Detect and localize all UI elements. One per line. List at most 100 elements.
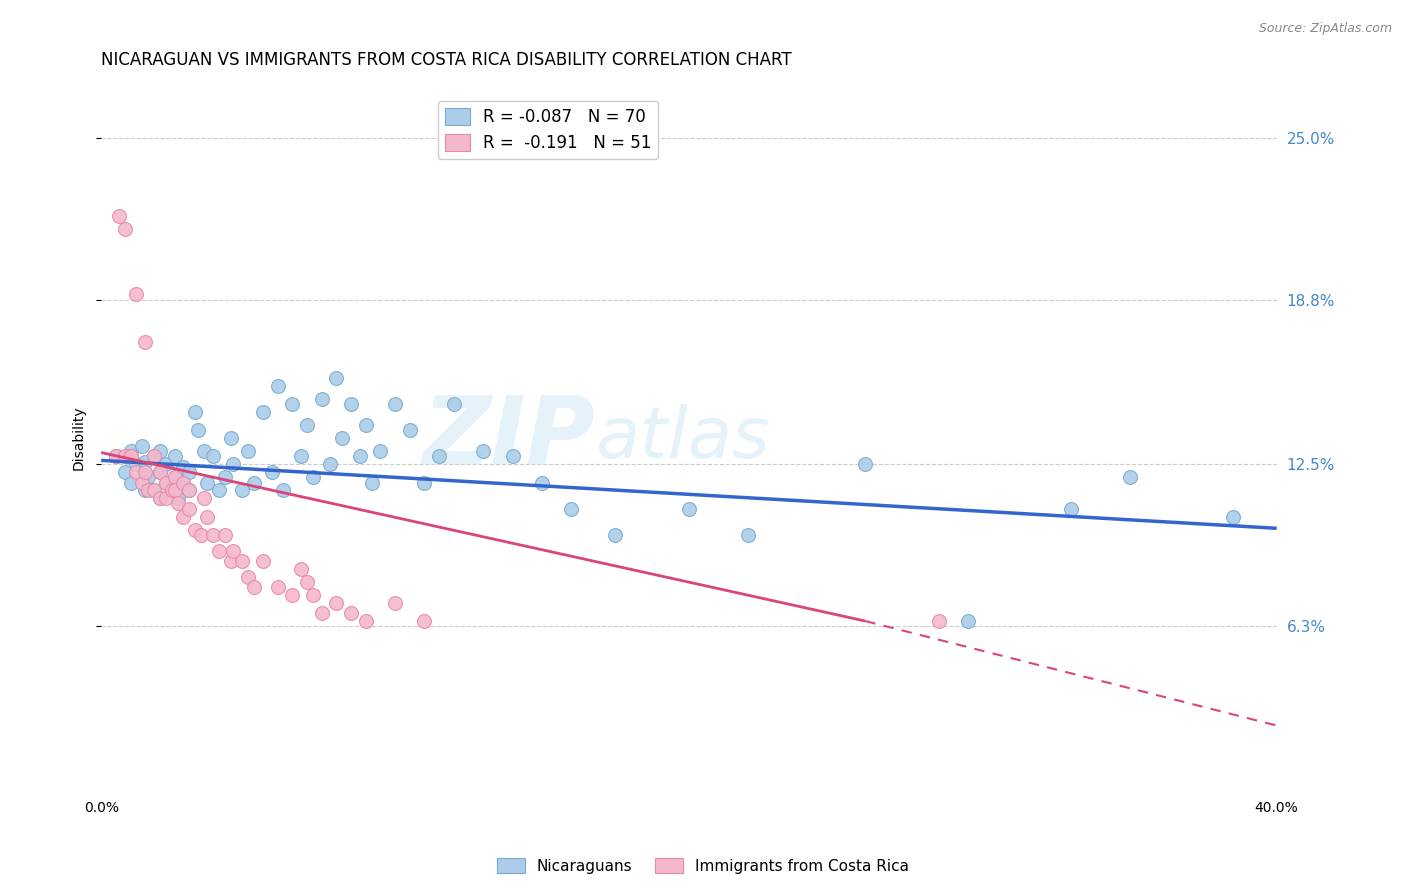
- Point: [208, 483, 231, 498]
- Point: [155, 475, 177, 490]
- Point: [125, 287, 148, 301]
- Point: [214, 528, 236, 542]
- Point: [340, 606, 363, 620]
- Point: [160, 483, 183, 498]
- Point: [108, 209, 131, 223]
- Point: [231, 554, 253, 568]
- Point: [173, 475, 195, 490]
- Point: [354, 614, 377, 628]
- Text: ZIP: ZIP: [422, 392, 595, 484]
- Point: [163, 470, 186, 484]
- Point: [243, 475, 266, 490]
- Point: [184, 405, 207, 419]
- Point: [163, 483, 186, 498]
- Point: [149, 491, 172, 506]
- Point: [281, 397, 304, 411]
- Point: [502, 450, 524, 464]
- Point: [163, 470, 186, 484]
- Point: [160, 483, 183, 498]
- Point: [104, 450, 127, 464]
- Point: [325, 596, 347, 610]
- Point: [1119, 470, 1142, 484]
- Text: NICARAGUAN VS IMMIGRANTS FROM COSTA RICA DISABILITY CORRELATION CHART: NICARAGUAN VS IMMIGRANTS FROM COSTA RICA…: [101, 51, 792, 69]
- Point: [193, 444, 215, 458]
- Point: [134, 483, 156, 498]
- Point: [236, 569, 259, 583]
- Point: [266, 379, 288, 393]
- Point: [413, 475, 436, 490]
- Point: [605, 528, 627, 542]
- Point: [120, 475, 142, 490]
- Point: [149, 465, 172, 479]
- Point: [354, 418, 377, 433]
- Point: [120, 450, 142, 464]
- Point: [179, 501, 201, 516]
- Point: [319, 458, 342, 472]
- Point: [1060, 501, 1083, 516]
- Point: [136, 470, 159, 484]
- Point: [290, 562, 312, 576]
- Point: [114, 465, 136, 479]
- Point: [398, 423, 420, 437]
- Point: [187, 423, 209, 437]
- Point: [190, 528, 212, 542]
- Point: [370, 444, 392, 458]
- Point: [104, 450, 127, 464]
- Point: [260, 465, 283, 479]
- Point: [325, 371, 347, 385]
- Legend: R = -0.087   N = 70, R =  -0.191   N = 51: R = -0.087 N = 70, R = -0.191 N = 51: [437, 101, 658, 159]
- Y-axis label: Disability: Disability: [72, 406, 86, 470]
- Point: [120, 444, 142, 458]
- Point: [678, 501, 700, 516]
- Point: [193, 491, 215, 506]
- Point: [201, 528, 224, 542]
- Point: [134, 455, 156, 469]
- Point: [163, 450, 186, 464]
- Text: Source: ZipAtlas.com: Source: ZipAtlas.com: [1258, 22, 1392, 36]
- Point: [179, 483, 201, 498]
- Point: [143, 483, 166, 498]
- Point: [120, 450, 142, 464]
- Point: [243, 580, 266, 594]
- Point: [173, 509, 195, 524]
- Point: [155, 458, 177, 472]
- Point: [236, 444, 259, 458]
- Point: [195, 509, 218, 524]
- Point: [201, 450, 224, 464]
- Point: [853, 458, 876, 472]
- Point: [928, 614, 950, 628]
- Point: [222, 543, 245, 558]
- Point: [349, 450, 371, 464]
- Point: [384, 397, 406, 411]
- Point: [149, 491, 172, 506]
- Point: [173, 475, 195, 490]
- Point: [290, 450, 312, 464]
- Point: [114, 450, 136, 464]
- Point: [134, 465, 156, 479]
- Point: [252, 405, 274, 419]
- Point: [131, 475, 153, 490]
- Point: [1222, 509, 1244, 524]
- Point: [166, 491, 188, 506]
- Point: [443, 397, 465, 411]
- Point: [208, 543, 231, 558]
- Point: [125, 458, 148, 472]
- Point: [413, 614, 436, 628]
- Point: [125, 465, 148, 479]
- Point: [231, 483, 253, 498]
- Point: [143, 483, 166, 498]
- Point: [311, 606, 333, 620]
- Point: [472, 444, 495, 458]
- Point: [340, 397, 363, 411]
- Point: [166, 496, 188, 510]
- Point: [131, 439, 153, 453]
- Point: [134, 334, 156, 349]
- Point: [360, 475, 382, 490]
- Point: [155, 475, 177, 490]
- Point: [219, 431, 242, 445]
- Point: [560, 501, 582, 516]
- Point: [737, 528, 759, 542]
- Point: [957, 614, 980, 628]
- Point: [214, 470, 236, 484]
- Point: [155, 491, 177, 506]
